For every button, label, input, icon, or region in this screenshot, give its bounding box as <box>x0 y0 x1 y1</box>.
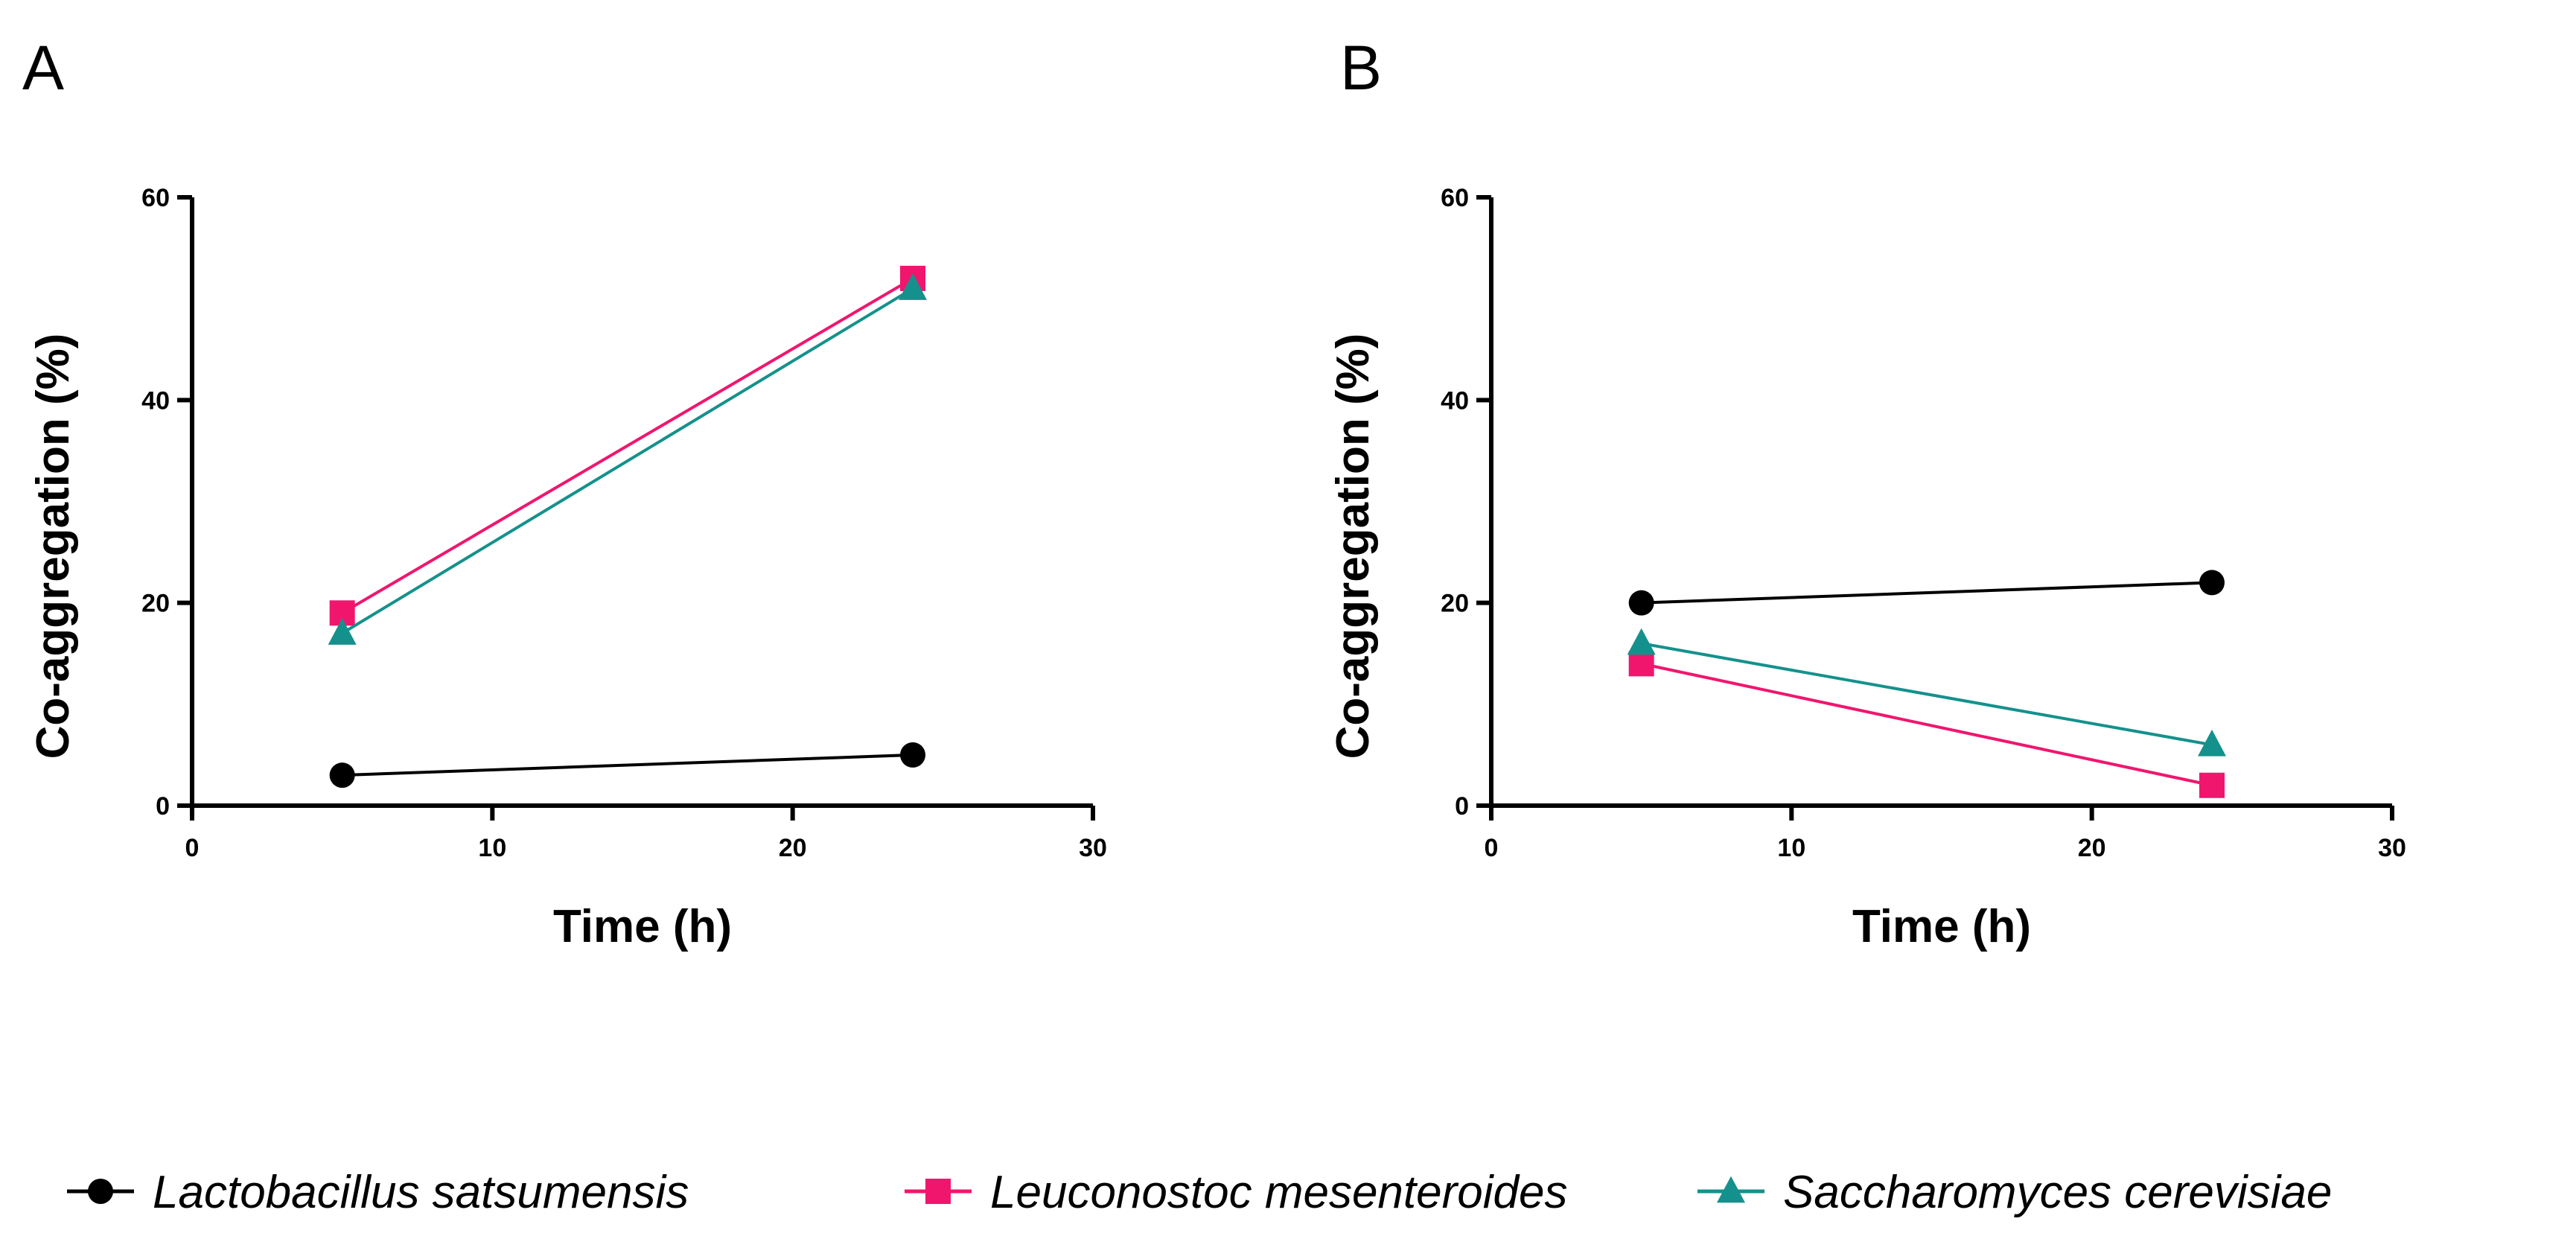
chart-panel-b: B 0 20 40 60 0 10 20 30 Time (h) Co-aggregation (%… <box>1327 33 2406 952</box>
x-tick-label: 0 <box>1485 834 1499 862</box>
legend-entry: Saccharomyces cerevisiae <box>1697 1167 2332 1218</box>
legend-marker <box>1717 1176 1745 1203</box>
legend-label: Leuconostoc mesenteroides <box>990 1167 1567 1218</box>
series-3 <box>328 273 927 645</box>
legend-marker <box>925 1179 951 1204</box>
series-line <box>341 277 914 615</box>
x-tick-label: 30 <box>2378 834 2406 862</box>
series-line <box>341 287 914 635</box>
y-tick-label: 0 <box>1455 792 1469 821</box>
legend-label: Lactobacillus satsumensis <box>153 1167 689 1218</box>
data-point <box>900 742 925 768</box>
series-2 <box>329 265 925 626</box>
chart-panel-a: A 0 20 40 60 0 10 20 30 Time (h) Co-aggregation (%… <box>22 33 1107 952</box>
data-point <box>2199 772 2225 798</box>
legend-label: Saccharomyces cerevisiae <box>1783 1167 2332 1218</box>
series-line <box>342 753 914 777</box>
legend: Lactobacillus satsumensis Leuconostoc mes… <box>67 1167 2332 1218</box>
x-axis-title: Time (h) <box>1852 901 2031 952</box>
legend-marker <box>88 1179 113 1204</box>
x-tick-label: 0 <box>185 834 200 862</box>
data-point <box>899 273 927 300</box>
data-point <box>2199 570 2225 596</box>
x-tick-label: 10 <box>478 834 506 862</box>
y-tick-label: 60 <box>1441 184 1469 212</box>
y-tick-label: 20 <box>1441 590 1469 618</box>
y-tick-label: 60 <box>141 184 170 212</box>
x-tick-label: 10 <box>1777 834 1805 862</box>
y-axis-title: Co-aggregation (%) <box>28 334 79 759</box>
series-line <box>1641 662 2213 787</box>
data-point <box>1627 628 1656 655</box>
series-1 <box>329 742 925 789</box>
data-point <box>2198 729 2226 756</box>
data-point <box>328 618 357 645</box>
legend-entry: Lactobacillus satsumensis <box>67 1167 689 1218</box>
panel-letter: A <box>22 33 64 103</box>
y-tick-label: 40 <box>141 386 170 415</box>
y-axis-title: Co-aggregation (%) <box>1327 334 1379 759</box>
x-tick-label: 30 <box>1079 834 1107 862</box>
data-point <box>1628 590 1654 616</box>
x-tick-label: 20 <box>779 834 807 862</box>
series-2 <box>1628 651 2225 798</box>
series-1 <box>1628 570 2225 616</box>
legend-entry: Leuconostoc mesenteroides <box>905 1167 1567 1218</box>
panel-letter: B <box>1340 33 1382 103</box>
series-line <box>1641 642 2213 747</box>
series-3 <box>1627 628 2226 756</box>
y-tick-label: 40 <box>1441 386 1469 415</box>
data-point <box>1628 651 1654 677</box>
x-axis-title: Time (h) <box>553 901 732 952</box>
y-tick-label: 0 <box>156 792 170 821</box>
data-point <box>329 762 355 789</box>
y-tick-label: 20 <box>141 590 170 618</box>
series-line <box>1641 581 2213 605</box>
x-tick-label: 20 <box>2078 834 2106 862</box>
